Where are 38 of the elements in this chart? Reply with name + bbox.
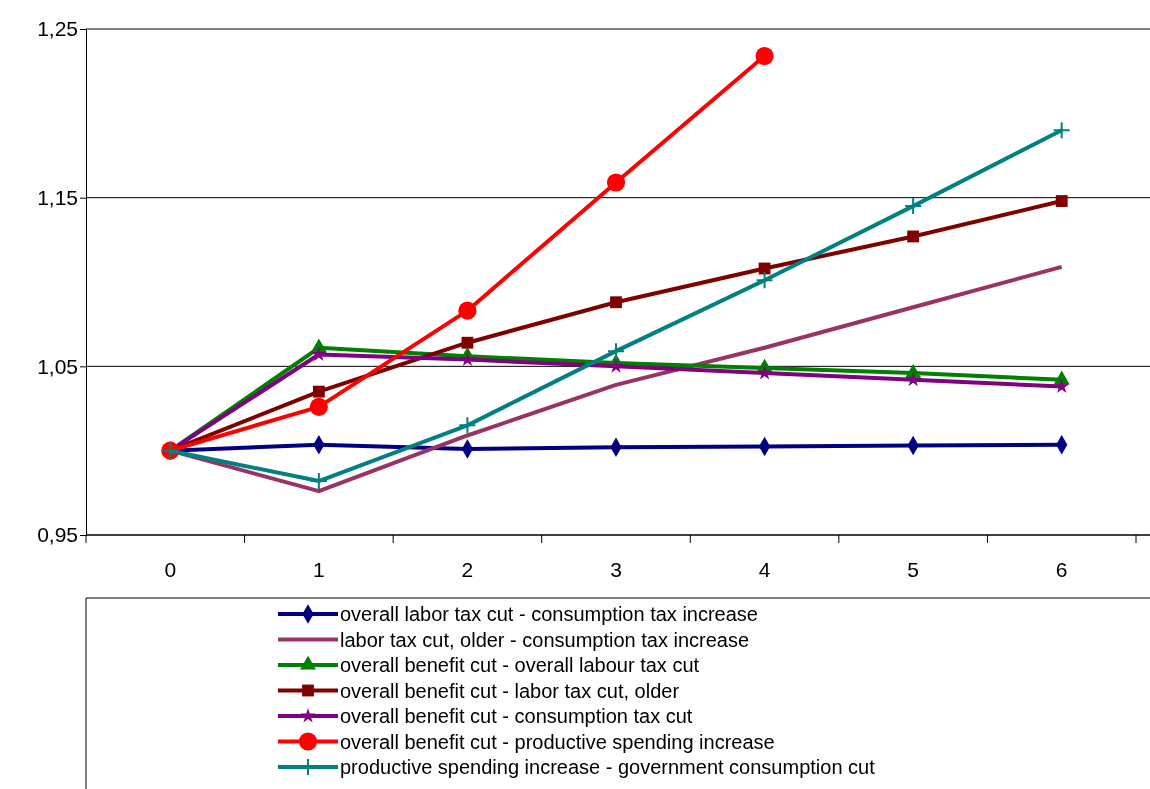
point: [461, 336, 474, 349]
point: [311, 346, 327, 361]
x-tick-label: 4: [758, 558, 771, 581]
point: [606, 173, 626, 192]
point: [312, 385, 325, 398]
legend-label: overall labor tax cut - consumption tax increase: [340, 603, 758, 625]
point: [755, 46, 774, 66]
point: [1052, 121, 1071, 140]
x-tick-label: 1: [313, 558, 325, 581]
point: [458, 301, 477, 320]
y-tick-label: 1,15: [37, 185, 78, 209]
x-tick-label: 0: [164, 558, 177, 581]
point: [757, 365, 773, 380]
point: [755, 271, 774, 290]
point: [1054, 378, 1070, 393]
legend-label: productive spending increase - government consumption cut: [340, 756, 876, 778]
x-tick-label: 6: [1055, 558, 1068, 581]
point: [458, 416, 477, 435]
point: [904, 197, 923, 216]
legend-label: overall benefit cut - consumption tax cut: [340, 705, 693, 727]
point: [607, 342, 625, 361]
legend-label: overall benefit cut - productive spending increase: [340, 730, 775, 753]
legend-label: labor tax cut, older - consumption tax increase: [340, 628, 750, 651]
point: [459, 351, 475, 366]
point: [905, 371, 921, 387]
point: [907, 230, 920, 243]
legend-label: overall benefit cut - labor tax cut, older: [340, 679, 680, 702]
y-tick-label: 0,95: [37, 523, 78, 547]
legend-label: overall benefit cut - overall labour tax cut: [340, 654, 700, 676]
x-tick-label: 2: [461, 558, 474, 581]
point: [309, 472, 328, 491]
y-tick-label: 1,05: [37, 354, 78, 378]
point: [610, 296, 622, 309]
point: [1055, 195, 1068, 207]
x-tick-label: 3: [610, 558, 622, 581]
y-tick-label: 1,25: [37, 17, 78, 41]
point: [309, 397, 328, 416]
x-tick-label: 5: [907, 558, 919, 581]
